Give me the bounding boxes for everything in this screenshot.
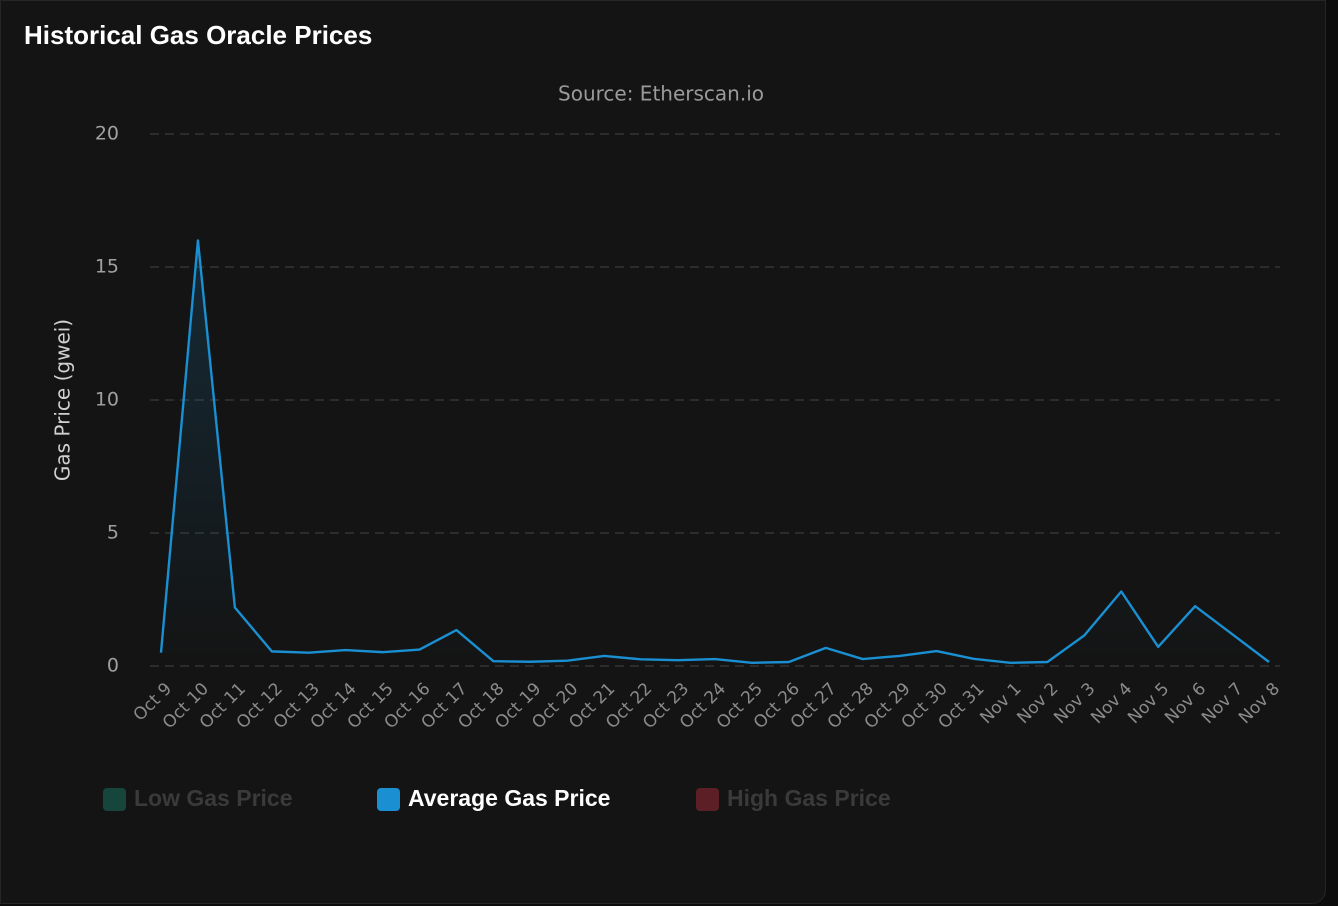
- legend-label: Low Gas Price: [134, 785, 293, 811]
- legend-label: Average Gas Price: [408, 785, 610, 811]
- chart-title: Historical Gas Oracle Prices: [24, 20, 372, 50]
- legend-item[interactable]: Average Gas Price: [377, 785, 610, 811]
- x-tick-label: Nov 4: [1087, 679, 1136, 728]
- x-tick-label: Nov 8: [1235, 679, 1284, 728]
- x-tick-label: Nov 3: [1050, 679, 1099, 728]
- x-tick-label: Nov 1: [976, 679, 1025, 728]
- series-line: [159, 239, 1270, 665]
- y-tick-label: 10: [95, 389, 119, 411]
- y-tick-label: 0: [107, 655, 119, 677]
- x-tick-label: Nov 6: [1161, 679, 1210, 728]
- y-tick-label: 20: [95, 123, 119, 145]
- legend-item[interactable]: Low Gas Price: [103, 785, 293, 811]
- legend-swatch: [377, 788, 400, 811]
- legend-swatch: [696, 788, 719, 811]
- legend-label: High Gas Price: [727, 785, 891, 811]
- legend-swatch: [103, 788, 126, 811]
- x-tick-label: Nov 5: [1124, 679, 1173, 728]
- y-axis-title: Gas Price (gwei): [51, 319, 75, 481]
- x-tick-label: Nov 2: [1013, 679, 1062, 728]
- chart-subtitle: Source: Etherscan.io: [558, 82, 764, 106]
- y-tick-label: 5: [107, 522, 119, 544]
- legend-item[interactable]: High Gas Price: [696, 785, 891, 811]
- y-tick-label: 15: [95, 256, 119, 278]
- x-tick-label: Nov 7: [1198, 679, 1247, 728]
- series-area: [161, 240, 1269, 666]
